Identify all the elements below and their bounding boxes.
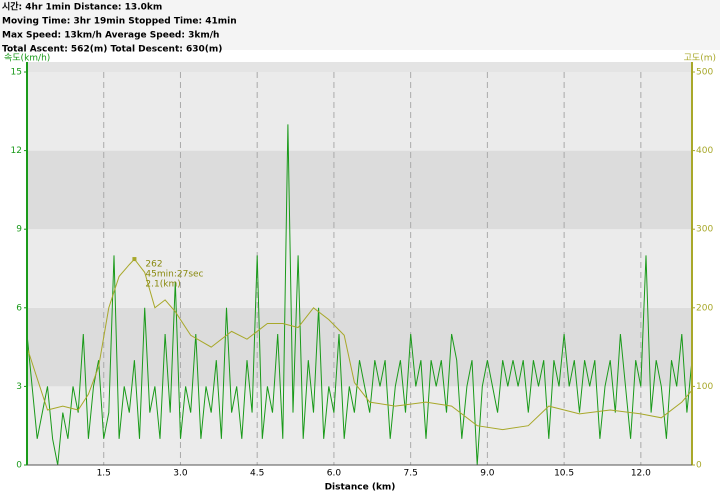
grid-band xyxy=(27,307,692,387)
stat-line: 시간: 4hr 1min Distance: 13.0km xyxy=(2,1,162,13)
y2-tick-label: 500 xyxy=(696,68,713,78)
grid-band xyxy=(27,229,692,308)
y-tick-label: 3 xyxy=(16,382,22,392)
x-tick-label: 7.5 xyxy=(403,469,417,479)
y2-tick-label: 300 xyxy=(696,225,713,235)
stat-line: Max Speed: 13km/h Average Speed: 3km/h xyxy=(2,31,219,41)
y-tick-label: 6 xyxy=(16,303,22,313)
x-tick-label: 1.5 xyxy=(97,469,111,479)
y-tick-label: 9 xyxy=(16,225,22,235)
y2-tick-label: 100 xyxy=(696,382,713,392)
x-tick-label: 6.0 xyxy=(327,469,342,479)
stat-line: Total Ascent: 562(m) Total Descent: 630(… xyxy=(2,45,222,55)
y2-tick-label: 400 xyxy=(696,146,713,156)
y2-tick-label: 200 xyxy=(696,303,713,313)
grid-band xyxy=(27,72,692,151)
y-tick-label: 15 xyxy=(11,68,22,78)
series-line xyxy=(26,124,693,466)
annotation-time: 45min:27sec xyxy=(145,270,203,280)
annotation-distance: 2.1(km) xyxy=(145,280,180,290)
y2-tick-label: 0 xyxy=(696,461,702,471)
x-axis-label: Distance (km) xyxy=(325,483,396,493)
y-tick-label: 12 xyxy=(11,146,22,156)
annotation-value: 262 xyxy=(145,260,162,270)
x-tick-label: 4.5 xyxy=(250,469,264,479)
top-band xyxy=(27,62,692,72)
y-tick-label: 0 xyxy=(16,461,22,471)
x-tick-label: 10.5 xyxy=(554,469,574,479)
x-tick-label: 9.0 xyxy=(480,469,495,479)
grid-band xyxy=(27,150,692,230)
annotation-marker xyxy=(132,257,137,262)
y2-axis-label: 고도(m) xyxy=(684,54,716,64)
x-tick-label: 3.0 xyxy=(173,469,188,479)
stat-line: Moving Time: 3hr 19min Stopped Time: 41m… xyxy=(2,17,237,27)
series-line xyxy=(26,258,693,431)
y-axis-label: 속도(km/h) xyxy=(4,53,50,64)
x-tick-label: 12.0 xyxy=(631,469,651,479)
